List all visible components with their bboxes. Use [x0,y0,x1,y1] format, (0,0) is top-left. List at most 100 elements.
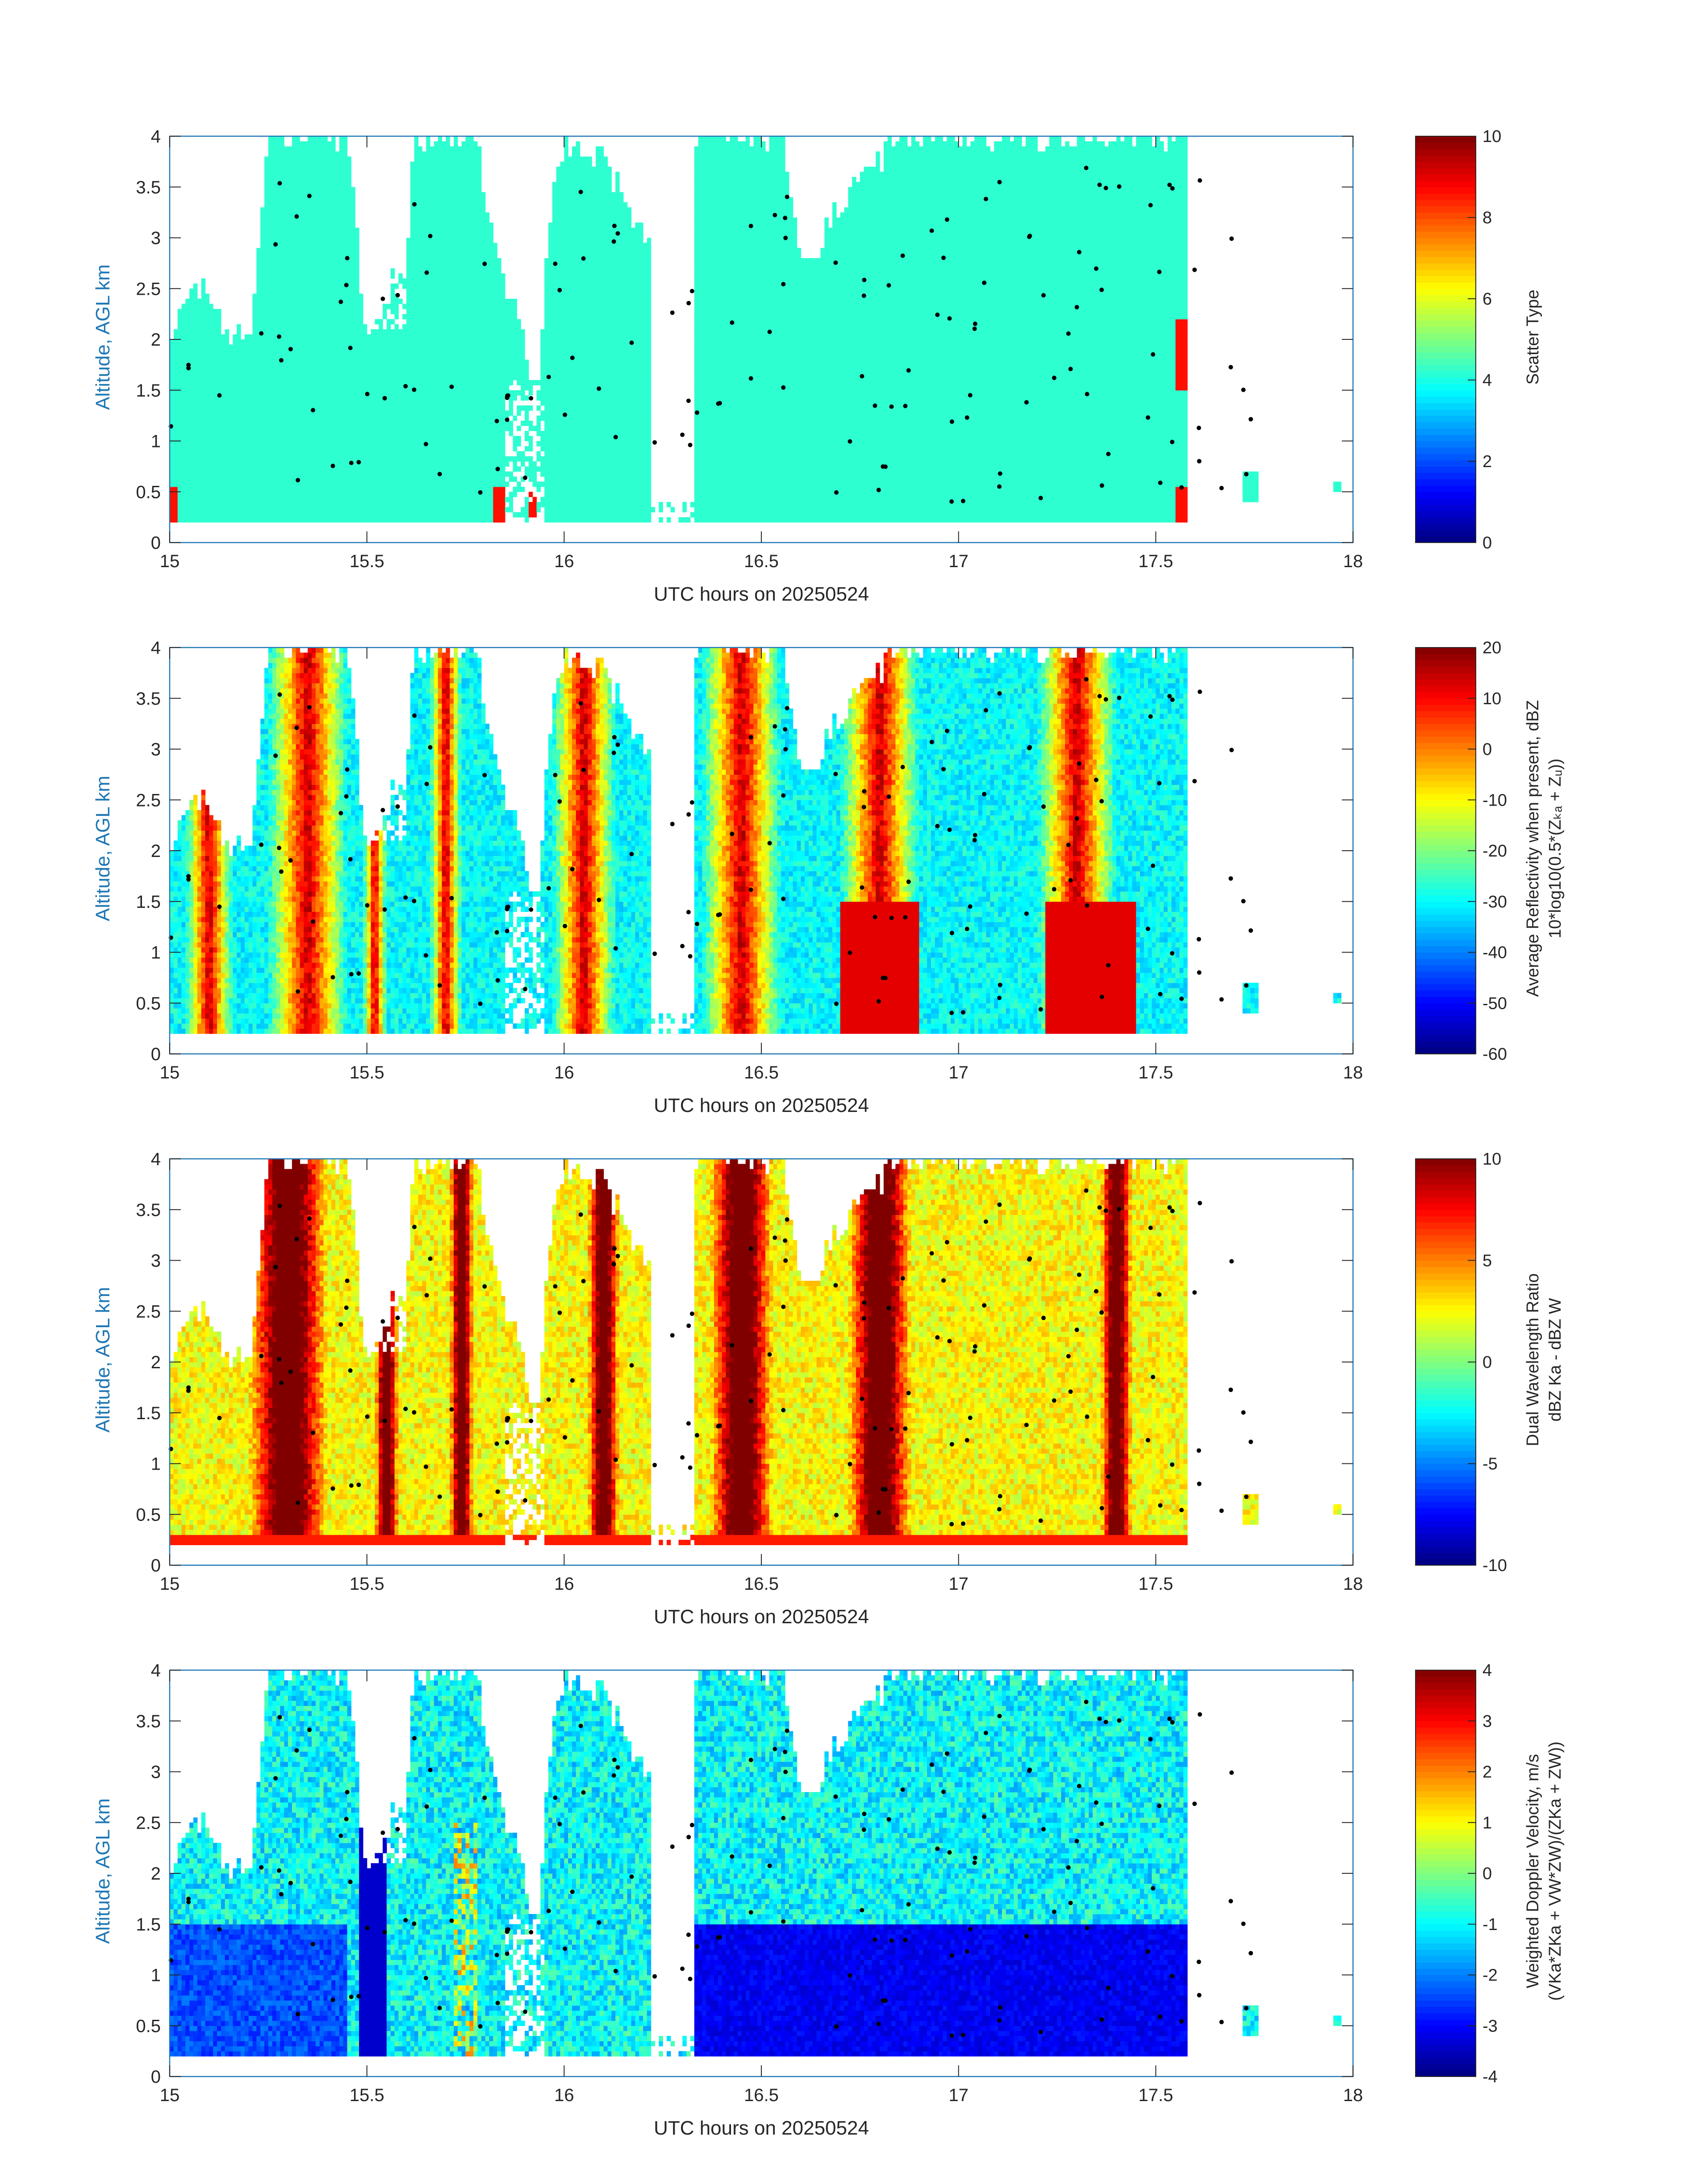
heatmap-cell [268,472,272,477]
heatmap-cell [292,294,296,299]
heatmap-cell [320,157,324,162]
heatmap-cell [320,380,324,385]
heatmap-cell [324,426,328,431]
heatmap-cell [324,288,328,294]
heatmap-cell [335,243,339,248]
heatmap-cell [308,304,312,309]
heatmap-cell [225,339,229,345]
heatmap-cell [296,487,300,492]
heatmap-cell [241,344,245,350]
heatmap-cell [339,213,343,218]
heatmap-cell [280,431,284,436]
heatmap-cell [343,451,347,456]
heatmap-cell [182,466,186,472]
heatmap-cell [288,380,292,385]
heatmap-cell [253,324,257,330]
heatmap-cell [256,492,260,497]
heatmap-cell [280,284,284,289]
heatmap-cell [260,355,264,360]
heatmap-cell [268,401,272,406]
heatmap-cell [272,390,276,396]
heatmap-cell [225,436,229,441]
heatmap-cell [225,502,229,507]
heatmap-cell [256,273,260,279]
heatmap-cell [292,192,296,197]
heatmap-cell [280,344,284,350]
heatmap-cell [312,492,316,497]
heatmap-cell [331,202,335,208]
heatmap-cell [335,248,339,253]
heatmap-cell [225,476,229,482]
heatmap-cell [280,385,284,390]
heatmap-cell [288,217,292,223]
heatmap-cell [300,268,304,274]
heatmap-cell [316,441,320,447]
heatmap-cell [174,334,178,340]
heatmap-cell [241,487,245,492]
heatmap-cell [320,401,324,406]
heatmap-cell [170,431,174,436]
heatmap-cell [268,365,272,370]
heatmap-cell [312,334,316,340]
heatmap-cell [296,472,300,477]
heatmap-cell [241,517,245,522]
heatmap-cell [331,360,335,365]
heatmap-cell [185,380,189,385]
heatmap-cell [339,288,343,294]
heatmap-cell [205,497,209,502]
heatmap-cell [292,319,296,325]
heatmap-cell [268,431,272,436]
heatmap-cell [331,329,335,334]
heatmap-cell [288,502,292,507]
heatmap-cell [276,202,280,208]
heatmap-cell [268,512,272,518]
heatmap-cell [320,233,324,238]
heatmap-cell [178,410,182,416]
heatmap-cell [316,314,320,319]
heatmap-cell [276,192,280,197]
heatmap-cell [276,324,280,330]
heatmap-cell [260,273,264,279]
heatmap-cell [308,141,312,146]
heatmap-cell [308,370,312,375]
heatmap-cell [327,441,331,447]
heatmap-cell [284,213,288,218]
heatmap-cell [268,192,272,197]
heatmap-cell [288,436,292,441]
heatmap-cell [312,222,316,228]
heatmap-cell [327,385,331,390]
heatmap-cell [288,197,292,203]
heatmap-cell [320,339,324,345]
heatmap-cell [189,314,193,319]
heatmap-cell [209,405,213,411]
heatmap-cell [304,202,308,208]
heatmap-cell [308,314,312,319]
heatmap-cell [217,466,221,472]
heatmap-cell [193,324,197,330]
heatmap-cell [189,431,193,436]
heatmap-cell [284,268,288,274]
heatmap-cell [320,304,324,309]
heatmap-cell [327,238,331,243]
heatmap-cell [320,248,324,253]
heatmap-cell [241,472,245,477]
heatmap-cell [331,248,335,253]
heatmap-cell [213,492,217,497]
heatmap-cell [256,451,260,456]
heatmap-cell [237,355,241,360]
heatmap-cell [288,431,292,436]
heatmap-cell [264,213,268,218]
heatmap-cell [225,365,229,370]
heatmap-cell [209,517,213,522]
heatmap-cell [296,517,300,522]
heatmap-cell [217,451,221,456]
heatmap-cell [312,309,316,314]
heatmap-cell [268,288,272,294]
heatmap-cell [256,482,260,487]
heatmap-cell [308,355,312,360]
heatmap-cell [312,141,316,146]
heatmap-cell [256,360,260,365]
heatmap-cell [343,365,347,370]
heatmap-cell [205,502,209,507]
heatmap-cell [304,405,308,411]
